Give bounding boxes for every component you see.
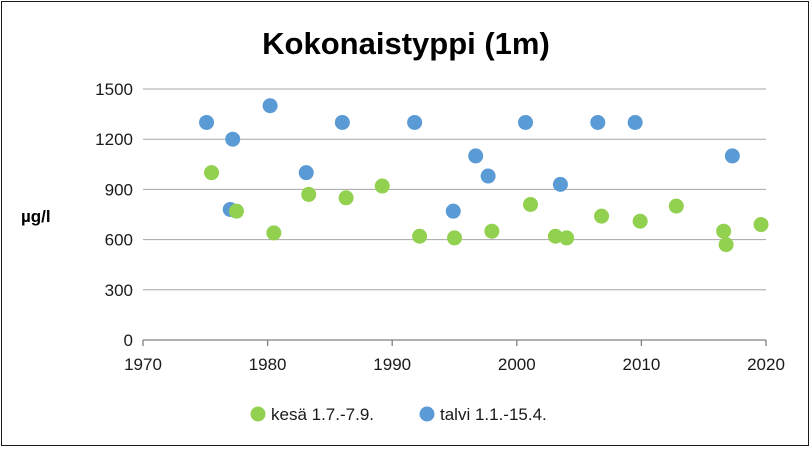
x-tick-label: 1980 [249,355,287,374]
gridlines [143,88,766,291]
point-kesa [559,230,575,246]
point-talvi [480,168,496,184]
point-kesa [447,230,462,246]
data-points [199,98,769,253]
legend-marker-talvi [419,406,435,422]
legend-label-talvi: talvi 1.1.-15.4. [440,405,547,424]
point-talvi [407,114,423,130]
point-kesa [484,223,500,239]
point-kesa [228,203,244,219]
point-talvi [445,203,461,219]
point-kesa [374,178,390,194]
legend-label-kesa: kesä 1.7.-7.9. [271,405,374,424]
point-talvi [225,131,241,147]
axes: 0 300 600 900 1200 1500 1970 1980 1990 2000 2010 20… [95,80,785,374]
point-kesa [412,228,428,244]
point-talvi [334,114,350,130]
x-tick-label: 1990 [373,355,411,374]
point-kesa [668,198,684,214]
y-tick-label: 0 [124,331,133,350]
point-kesa [753,217,769,233]
legend-marker-kesa [250,406,266,422]
y-axis-label: µg/l [21,207,51,226]
point-talvi [627,114,643,130]
y-tick-label: 900 [105,180,133,199]
point-kesa [716,223,732,239]
point-kesa [718,237,734,253]
point-talvi [518,114,534,130]
point-kesa [338,190,354,206]
y-tick-label: 1200 [95,130,133,149]
point-kesa [204,165,220,181]
legend: kesä 1.7.-7.9. talvi 1.1.-15.4. [250,405,547,424]
point-kesa [266,225,282,241]
point-kesa [547,228,563,244]
point-talvi [298,165,314,181]
point-talvi [590,114,606,130]
y-tick-label: 300 [105,281,133,300]
point-kesa [301,186,317,202]
chart-title: Kokonaistyppi (1m) [262,26,550,61]
x-tick-label: 2000 [498,355,536,374]
x-tick-label: 2020 [747,355,785,374]
point-talvi [262,98,278,114]
point-talvi [468,148,484,164]
point-kesa [632,213,648,229]
point-kesa [523,196,539,212]
point-talvi [199,114,215,130]
point-talvi [552,176,568,192]
y-tick-label: 1500 [95,80,133,99]
x-tick-label: 2010 [622,355,660,374]
point-talvi [724,148,740,164]
y-tick-label: 600 [105,231,133,250]
point-kesa [594,208,610,224]
x-tick-label: 1970 [124,355,162,374]
